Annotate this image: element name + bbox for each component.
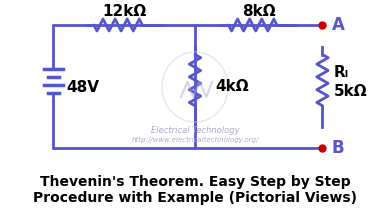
Text: 48V: 48V [67,79,99,95]
Text: http://www.electricaltechnology.org/: http://www.electricaltechnology.org/ [131,137,259,143]
Text: 12kΩ: 12kΩ [102,4,146,18]
Text: A: A [332,16,345,34]
Text: 4kΩ: 4kΩ [216,79,249,94]
Text: 8kΩ: 8kΩ [242,4,276,18]
Text: Thevenin's Theorem. Easy Step by Step
Procedure with Example (Pictorial Views): Thevenin's Theorem. Easy Step by Step Pr… [33,175,357,205]
Text: B: B [332,139,344,157]
Text: Electrical Technology: Electrical Technology [151,125,239,134]
Text: 5kΩ: 5kΩ [334,84,367,99]
Text: Rₗ: Rₗ [334,65,349,80]
